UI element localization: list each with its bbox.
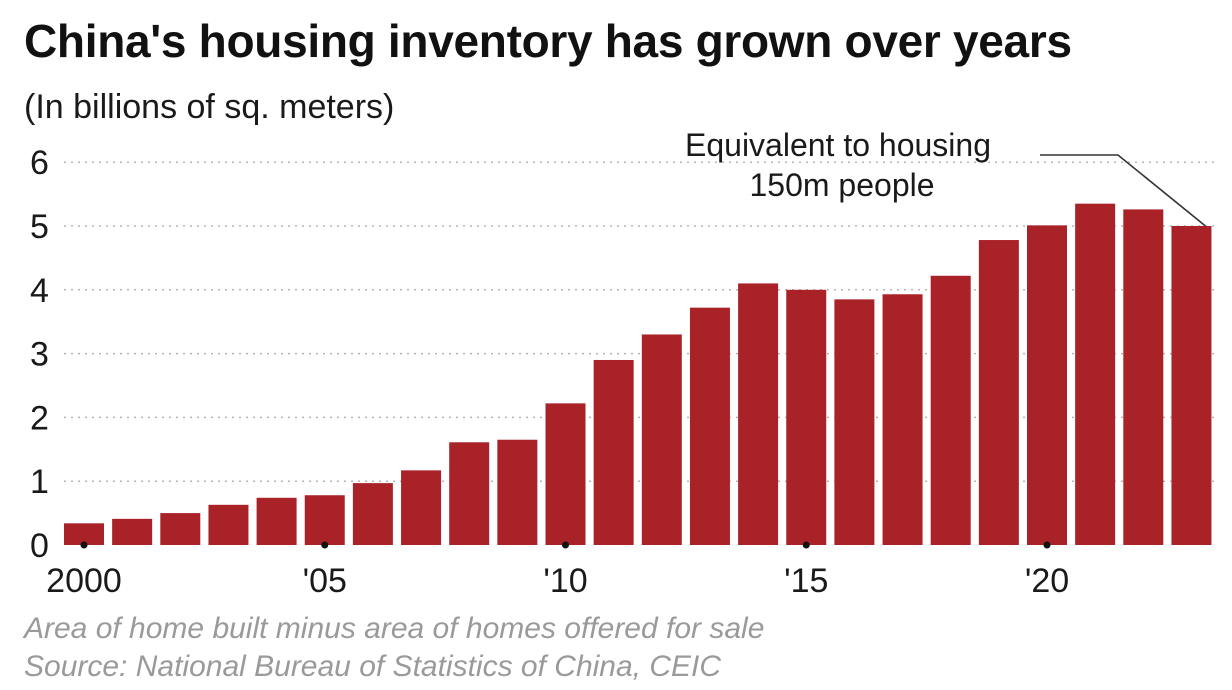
- bar-2018: [930, 275, 971, 545]
- chart-title: China's housing inventory has grown over…: [24, 15, 1072, 67]
- annotation-text-line-1: Equivalent to housing: [685, 127, 991, 163]
- bar-2016: [834, 299, 875, 545]
- bar-2021: [1075, 203, 1116, 546]
- footnote-source: Source: National Bureau of Statistics of…: [24, 650, 722, 683]
- y-tick-label-5: 5: [30, 208, 49, 246]
- bar-2012: [641, 334, 682, 545]
- bar-2013: [689, 307, 730, 545]
- bar-2001: [112, 518, 153, 545]
- bar-2000: [64, 523, 104, 545]
- x-tick-mark-2005: [321, 541, 329, 549]
- y-tick-label-0: 0: [30, 527, 49, 565]
- bar-2011: [593, 359, 634, 545]
- bar-2007: [401, 470, 442, 545]
- bar-2002: [160, 513, 201, 545]
- x-tick-label-2010: '10: [543, 562, 587, 600]
- bar-2017: [882, 294, 923, 545]
- axes: 0 1 2 3 4 5 6 2000 '05 '10 '15 '20: [30, 144, 1069, 600]
- bar-2009: [497, 439, 538, 545]
- x-tick-label-2020: '20: [1025, 562, 1069, 600]
- x-tick-mark-2015: [802, 541, 810, 549]
- bar-2019: [978, 240, 1019, 545]
- footnote-note: Area of home built minus area of homes o…: [24, 612, 765, 645]
- bar-2015: [786, 289, 827, 545]
- bars: [64, 203, 1212, 546]
- x-tick-mark-2020: [1043, 541, 1051, 549]
- annotation-leader-line: [1040, 154, 1206, 227]
- chart-subtitle: (In billions of sq. meters): [24, 88, 395, 126]
- annotation: Equivalent to housing 150m people: [685, 127, 1206, 227]
- bar-2010: [545, 403, 586, 545]
- x-tick-mark-2000: [80, 541, 88, 549]
- x-tick-mark-2010: [562, 541, 569, 549]
- gridlines: [64, 161, 1214, 482]
- x-tick-label-2005: '05: [303, 562, 347, 600]
- y-tick-label-6: 6: [30, 144, 49, 182]
- bar-2008: [449, 442, 490, 545]
- bar-2003: [208, 504, 249, 545]
- y-tick-label-4: 4: [30, 272, 49, 310]
- bar-2006: [352, 483, 393, 545]
- bar-2020: [1027, 225, 1067, 545]
- x-tick-label-2015: '15: [784, 562, 828, 600]
- y-tick-label-1: 1: [30, 463, 49, 501]
- bar-2005: [304, 495, 345, 545]
- bar-2022: [1123, 209, 1164, 546]
- x-tick-label-2000: 2000: [46, 562, 122, 600]
- annotation-text-line-2: 150m people: [749, 167, 934, 203]
- bar-2004: [256, 497, 297, 545]
- y-tick-label-2: 2: [30, 399, 49, 437]
- bar-2023: [1171, 226, 1212, 545]
- y-tick-label-3: 3: [30, 336, 49, 374]
- bar-2014: [738, 283, 779, 545]
